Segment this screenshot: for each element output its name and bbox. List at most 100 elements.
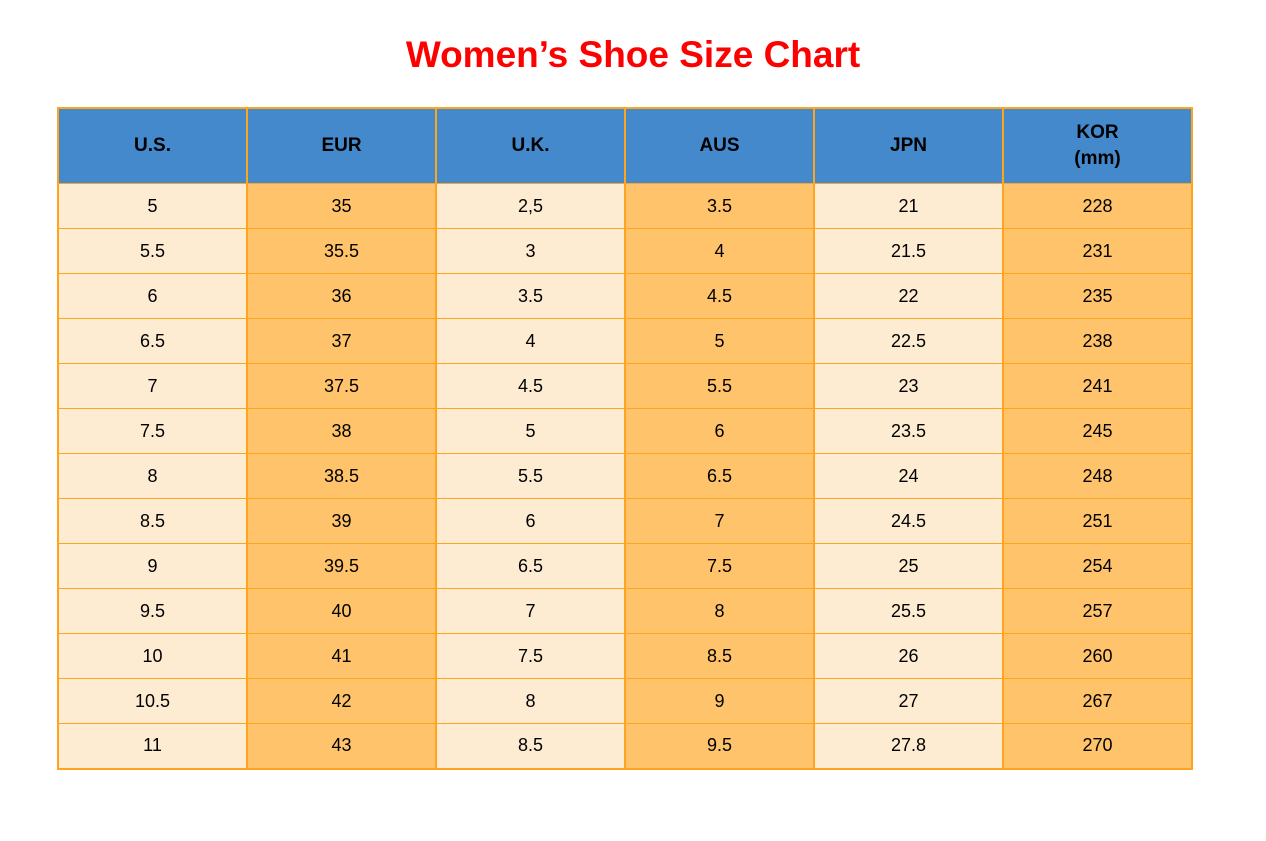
table-row: 5.5 35.5 3 4 21.5 231	[57, 228, 1193, 275]
table-cell: 260	[1002, 633, 1193, 680]
table-cell: 254	[1002, 543, 1193, 590]
table-row: 6.5 37 4 5 22.5 238	[57, 318, 1193, 365]
column-header: EUR	[246, 107, 437, 185]
column-header: JPN	[813, 107, 1004, 185]
table-cell: 8.5	[57, 498, 248, 545]
table-cell: 7.5	[57, 408, 248, 455]
table-row: 5 35 2,5 3.5 21 228	[57, 183, 1193, 230]
table-cell: 235	[1002, 273, 1193, 320]
table-cell: 39.5	[246, 543, 437, 590]
table-cell: 9	[624, 678, 815, 725]
table-row: 6 36 3.5 4.5 22 235	[57, 273, 1193, 320]
table-cell: 7	[624, 498, 815, 545]
table-row: 7.5 38 5 6 23.5 245	[57, 408, 1193, 455]
table-cell: 26	[813, 633, 1004, 680]
table-cell: 8	[57, 453, 248, 500]
table-cell: 5	[624, 318, 815, 365]
column-header: KOR (mm)	[1002, 107, 1193, 185]
table-cell: 6.5	[435, 543, 626, 590]
table-cell: 10	[57, 633, 248, 680]
table-cell: 22	[813, 273, 1004, 320]
table-row: 9 39.5 6.5 7.5 25 254	[57, 543, 1193, 590]
shoe-size-table: U.S. EUR U.K. AUS JPN KOR (mm) 5 35 2,5 3.5 21 228…	[57, 106, 1193, 770]
table-cell: 4	[624, 228, 815, 275]
table-cell: 24.5	[813, 498, 1004, 545]
table-cell: 3.5	[435, 273, 626, 320]
table-cell: 24	[813, 453, 1004, 500]
table-cell: 5	[435, 408, 626, 455]
table-cell: 11	[57, 723, 248, 770]
table-cell: 37.5	[246, 363, 437, 410]
table-cell: 7.5	[624, 543, 815, 590]
table-cell: 6	[57, 273, 248, 320]
table-cell: 43	[246, 723, 437, 770]
table-cell: 42	[246, 678, 437, 725]
table-cell: 23	[813, 363, 1004, 410]
table-cell: 23.5	[813, 408, 1004, 455]
table-cell: 7	[57, 363, 248, 410]
table-cell: 251	[1002, 498, 1193, 545]
column-header: U.K.	[435, 107, 626, 185]
table-cell: 25	[813, 543, 1004, 590]
table-cell: 228	[1002, 183, 1193, 230]
table-cell: 5.5	[624, 363, 815, 410]
table-cell: 37	[246, 318, 437, 365]
table-cell: 6.5	[624, 453, 815, 500]
table-cell: 241	[1002, 363, 1193, 410]
table-row: 9.5 40 7 8 25.5 257	[57, 588, 1193, 635]
table-row: 8.5 39 6 7 24.5 251	[57, 498, 1193, 545]
table-cell: 38	[246, 408, 437, 455]
table-cell: 7	[435, 588, 626, 635]
table-row: 10.5 42 8 9 27 267	[57, 678, 1193, 725]
table-cell: 3.5	[624, 183, 815, 230]
table-cell: 4.5	[624, 273, 815, 320]
table-cell: 27.8	[813, 723, 1004, 770]
table-cell: 4.5	[435, 363, 626, 410]
table-cell: 9	[57, 543, 248, 590]
table-cell: 9.5	[624, 723, 815, 770]
table-cell: 5.5	[435, 453, 626, 500]
table-cell: 6.5	[57, 318, 248, 365]
table-row: 7 37.5 4.5 5.5 23 241	[57, 363, 1193, 410]
table-cell: 35	[246, 183, 437, 230]
table-cell: 21.5	[813, 228, 1004, 275]
table-row: 8 38.5 5.5 6.5 24 248	[57, 453, 1193, 500]
table-cell: 270	[1002, 723, 1193, 770]
column-header: U.S.	[57, 107, 248, 185]
table-cell: 6	[624, 408, 815, 455]
table-cell: 8.5	[435, 723, 626, 770]
table-cell: 245	[1002, 408, 1193, 455]
table-cell: 10.5	[57, 678, 248, 725]
table-cell: 39	[246, 498, 437, 545]
column-header: AUS	[624, 107, 815, 185]
table-cell: 27	[813, 678, 1004, 725]
table-cell: 3	[435, 228, 626, 275]
table-body: 5 35 2,5 3.5 21 228 5.5 35.5 3 4 21.5 231 6 36 3.5 4.5 2…	[57, 183, 1193, 770]
header-row: U.S. EUR U.K. AUS JPN KOR (mm)	[57, 107, 1193, 185]
table-cell: 8	[624, 588, 815, 635]
table-cell: 21	[813, 183, 1004, 230]
table-row: 11 43 8.5 9.5 27.8 270	[57, 723, 1193, 770]
table-cell: 8.5	[624, 633, 815, 680]
table-cell: 267	[1002, 678, 1193, 725]
table-header: U.S. EUR U.K. AUS JPN KOR (mm)	[57, 107, 1193, 185]
table-cell: 4	[435, 318, 626, 365]
table-cell: 22.5	[813, 318, 1004, 365]
table-cell: 40	[246, 588, 437, 635]
table-cell: 35.5	[246, 228, 437, 275]
table-cell: 5	[57, 183, 248, 230]
table-cell: 25.5	[813, 588, 1004, 635]
table-cell: 7.5	[435, 633, 626, 680]
table-cell: 238	[1002, 318, 1193, 365]
table-cell: 6	[435, 498, 626, 545]
table-row: 10 41 7.5 8.5 26 260	[57, 633, 1193, 680]
table-cell: 248	[1002, 453, 1193, 500]
table-cell: 38.5	[246, 453, 437, 500]
table-cell: 2,5	[435, 183, 626, 230]
table-cell: 9.5	[57, 588, 248, 635]
table-cell: 5.5	[57, 228, 248, 275]
table-cell: 257	[1002, 588, 1193, 635]
table-cell: 41	[246, 633, 437, 680]
page-title: Women’s Shoe Size Chart	[405, 34, 861, 75]
